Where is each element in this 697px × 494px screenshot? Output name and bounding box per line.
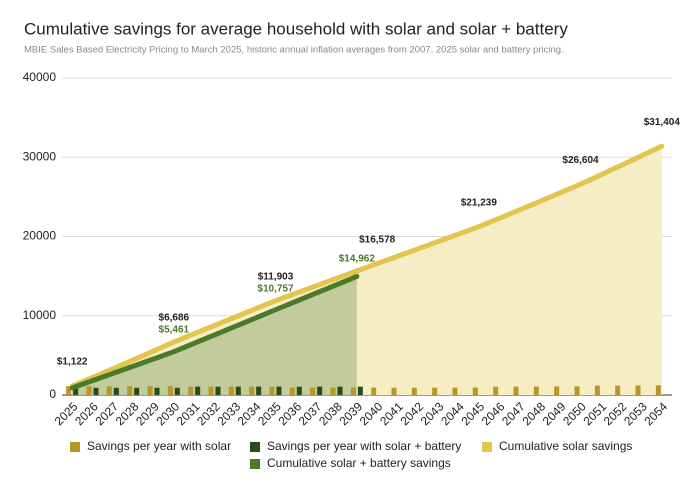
bar bbox=[147, 386, 153, 395]
data-label: $26,604 bbox=[562, 155, 599, 166]
legend-swatch bbox=[482, 442, 492, 452]
y-tick-label: 20000 bbox=[23, 229, 57, 243]
legend-label: Cumulative solar savings bbox=[499, 439, 632, 453]
bar bbox=[357, 386, 363, 395]
bar bbox=[391, 387, 397, 395]
bar bbox=[188, 386, 194, 395]
bar bbox=[93, 387, 99, 395]
bar bbox=[127, 386, 133, 395]
bar bbox=[66, 386, 72, 395]
data-label: $11,903 bbox=[258, 271, 294, 282]
x-tick-label: 2054 bbox=[641, 399, 670, 428]
bar bbox=[513, 386, 519, 395]
bar bbox=[432, 387, 438, 395]
legend-swatch bbox=[250, 442, 260, 452]
bar bbox=[554, 386, 560, 395]
data-label: $5,461 bbox=[159, 325, 190, 336]
bar bbox=[472, 387, 478, 395]
bar bbox=[411, 387, 417, 395]
line bbox=[69, 273, 360, 391]
bar bbox=[174, 387, 180, 395]
y-tick-label: 10000 bbox=[23, 308, 57, 322]
bar bbox=[635, 385, 641, 395]
bar bbox=[337, 386, 343, 395]
data-label: $16,578 bbox=[359, 234, 396, 245]
chart-title: Cumulative savings for average household… bbox=[24, 19, 568, 38]
bar bbox=[655, 385, 661, 395]
bar bbox=[594, 385, 600, 395]
bar bbox=[317, 386, 323, 395]
bar bbox=[73, 387, 79, 395]
bar bbox=[330, 387, 336, 395]
data-label: $10,757 bbox=[257, 283, 294, 294]
bar bbox=[154, 387, 160, 395]
bar bbox=[452, 387, 458, 395]
data-label: $1,122 bbox=[57, 357, 88, 368]
chart-subtitle: MBIE Sales Based Electricity Pricing to … bbox=[24, 45, 564, 56]
bar bbox=[195, 386, 201, 395]
bar bbox=[249, 386, 255, 395]
y-tick-label: 40000 bbox=[23, 70, 57, 84]
bar bbox=[215, 386, 221, 395]
bar bbox=[113, 387, 119, 395]
bar bbox=[235, 386, 241, 395]
y-tick-label: 0 bbox=[49, 387, 56, 401]
bar bbox=[134, 387, 140, 395]
legend-label: Savings per year with solar bbox=[87, 439, 231, 453]
bar bbox=[533, 386, 539, 395]
bar bbox=[208, 386, 214, 395]
bar bbox=[310, 387, 316, 395]
bar bbox=[574, 386, 580, 395]
y-tick-label: 30000 bbox=[23, 149, 57, 163]
data-label: $31,404 bbox=[644, 117, 681, 128]
bar bbox=[615, 385, 621, 395]
legend-label: Savings per year with solar + battery bbox=[267, 439, 461, 453]
line bbox=[69, 143, 665, 389]
bar bbox=[106, 386, 112, 395]
bar bbox=[276, 386, 282, 395]
bar bbox=[350, 387, 356, 395]
bar bbox=[256, 386, 262, 395]
data-label: $14,962 bbox=[339, 254, 376, 265]
bar bbox=[296, 386, 302, 395]
data-label: $6,686 bbox=[159, 313, 190, 324]
legend-label: Cumulative solar + battery savings bbox=[267, 456, 451, 470]
bar bbox=[228, 386, 234, 395]
legend-swatch bbox=[70, 442, 80, 452]
bar bbox=[167, 385, 173, 395]
data-label: $21,239 bbox=[461, 197, 498, 208]
bar bbox=[86, 386, 92, 395]
bar bbox=[269, 386, 275, 395]
bar bbox=[493, 386, 499, 395]
bar bbox=[371, 387, 377, 395]
bar bbox=[289, 387, 295, 395]
legend-swatch bbox=[250, 459, 260, 469]
